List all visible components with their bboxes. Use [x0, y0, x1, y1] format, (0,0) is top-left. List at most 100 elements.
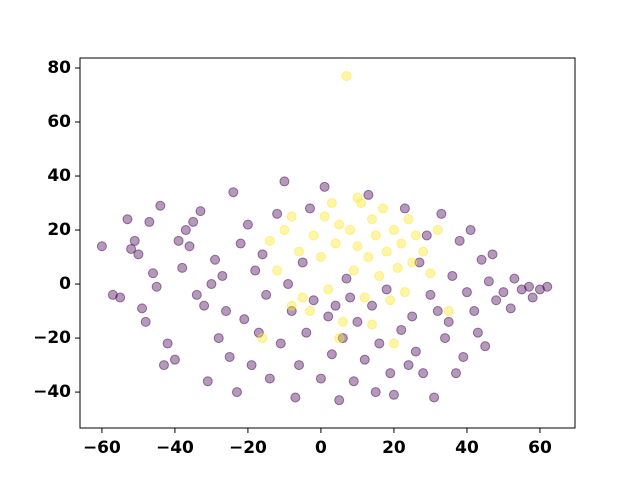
point — [388, 225, 399, 236]
point — [418, 368, 429, 379]
point — [323, 284, 334, 295]
point — [286, 300, 297, 311]
point — [264, 235, 275, 246]
point — [399, 287, 410, 298]
point — [352, 192, 363, 203]
point — [443, 306, 454, 317]
point — [155, 200, 166, 211]
point — [239, 314, 250, 325]
point — [184, 241, 195, 252]
point — [370, 230, 381, 241]
point — [359, 292, 370, 303]
point — [447, 270, 458, 281]
point — [158, 360, 169, 371]
point — [162, 338, 173, 349]
point — [341, 273, 352, 284]
point — [352, 241, 363, 252]
point — [374, 338, 385, 349]
point — [414, 257, 425, 268]
point — [326, 198, 337, 209]
point — [367, 319, 378, 330]
point — [469, 306, 480, 317]
point — [363, 252, 374, 263]
point — [436, 208, 447, 219]
point — [421, 230, 432, 241]
point — [367, 300, 378, 311]
point — [367, 214, 378, 225]
point — [388, 389, 399, 400]
point — [286, 211, 297, 222]
point — [221, 306, 232, 317]
point — [323, 311, 334, 322]
y-tick-label: 40 — [47, 166, 71, 186]
point — [381, 246, 392, 257]
point — [246, 360, 257, 371]
point — [396, 238, 407, 249]
point — [480, 341, 491, 352]
point — [133, 249, 144, 260]
point — [126, 243, 137, 254]
point — [403, 214, 414, 225]
point — [319, 181, 330, 192]
point — [301, 327, 312, 338]
point — [308, 230, 319, 241]
point — [177, 262, 188, 273]
point — [334, 219, 345, 230]
point — [381, 284, 392, 295]
point — [272, 208, 283, 219]
x-tick-label: 0 — [315, 438, 327, 458]
point — [257, 249, 268, 260]
point — [509, 273, 520, 284]
point — [410, 230, 421, 241]
point — [388, 338, 399, 349]
point — [396, 324, 407, 335]
y-tick-label: 20 — [47, 220, 71, 240]
point — [148, 268, 159, 279]
point — [392, 262, 403, 273]
point — [151, 281, 162, 292]
point — [228, 187, 239, 198]
point — [425, 268, 436, 279]
point — [385, 368, 396, 379]
point — [308, 295, 319, 306]
x-tick-label: 40 — [455, 438, 479, 458]
point — [432, 225, 443, 236]
point — [235, 238, 246, 249]
point — [173, 235, 184, 246]
point — [213, 333, 224, 344]
point — [115, 292, 126, 303]
point — [199, 300, 210, 311]
point — [527, 292, 538, 303]
point — [443, 316, 454, 327]
point — [352, 316, 363, 327]
point — [195, 206, 206, 217]
point — [180, 225, 191, 236]
point — [315, 252, 326, 263]
point — [319, 211, 330, 222]
y-tick-label: 60 — [47, 112, 71, 132]
point — [399, 203, 410, 214]
point — [279, 225, 290, 236]
point — [279, 176, 290, 187]
point — [144, 216, 155, 227]
point — [472, 327, 483, 338]
point — [257, 333, 268, 344]
point — [169, 354, 180, 365]
point — [458, 351, 469, 362]
point — [374, 270, 385, 281]
point — [294, 360, 305, 371]
point — [264, 373, 275, 384]
point — [461, 287, 472, 298]
point — [250, 265, 261, 276]
point — [137, 303, 148, 314]
y-tick-label: 0 — [59, 274, 71, 294]
point — [290, 392, 301, 403]
point — [334, 395, 345, 406]
point — [487, 249, 498, 260]
point — [341, 71, 352, 82]
point — [345, 292, 356, 303]
point — [191, 289, 202, 300]
x-tick-label: −20 — [229, 438, 267, 458]
point — [253, 327, 264, 338]
